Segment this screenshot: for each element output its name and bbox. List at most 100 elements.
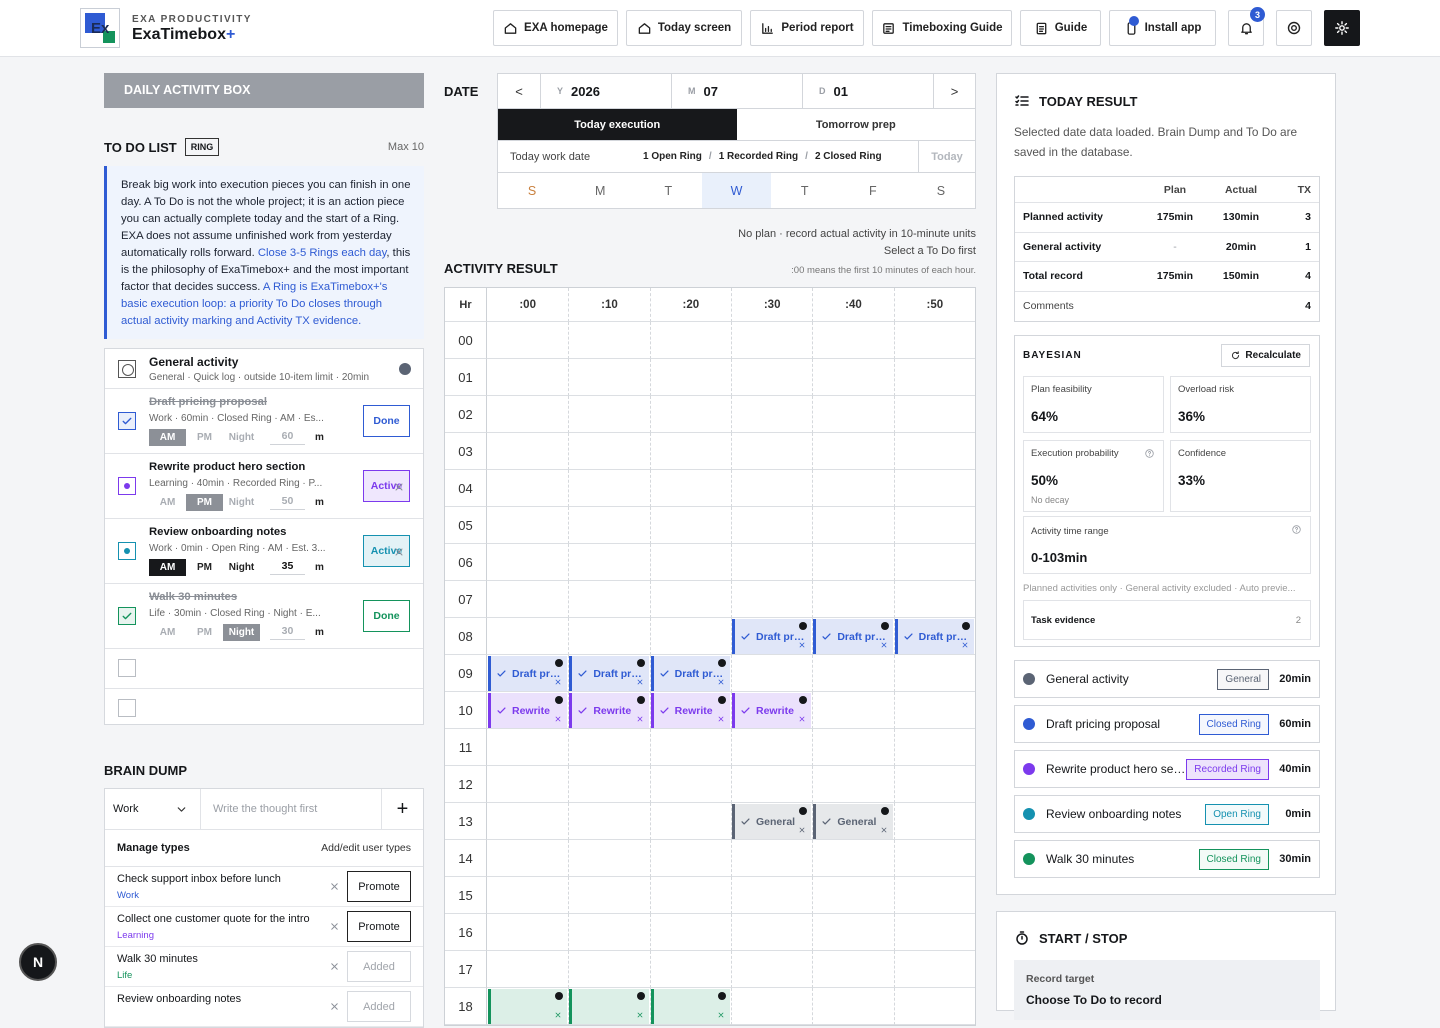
- grid-cell[interactable]: [812, 618, 894, 655]
- grid-cell[interactable]: [568, 433, 650, 470]
- floating-button[interactable]: N: [19, 943, 57, 981]
- grid-cell[interactable]: [731, 618, 813, 655]
- grid-cell[interactable]: [731, 840, 813, 877]
- grid-cell[interactable]: [812, 433, 894, 470]
- grid-cell[interactable]: [568, 877, 650, 914]
- todo-checkbox[interactable]: [118, 699, 136, 717]
- grid-cell[interactable]: [812, 803, 894, 840]
- activity-block[interactable]: Rewrite: [569, 693, 649, 728]
- grid-cell[interactable]: [487, 433, 569, 470]
- grid-cell[interactable]: [893, 470, 975, 507]
- grid-cell[interactable]: [487, 470, 569, 507]
- grid-cell[interactable]: [568, 581, 650, 618]
- nav-button[interactable]: EXA homepage: [493, 10, 618, 46]
- grid-cell[interactable]: [812, 692, 894, 729]
- grid-cell[interactable]: [487, 840, 569, 877]
- grid-cell[interactable]: [731, 544, 813, 581]
- recalculate-button[interactable]: Recalculate: [1221, 344, 1310, 367]
- grid-cell[interactable]: [731, 951, 813, 988]
- grid-cell[interactable]: [812, 877, 894, 914]
- status-button[interactable]: Active: [363, 535, 410, 567]
- grid-cell[interactable]: [893, 581, 975, 618]
- grid-cell[interactable]: [568, 396, 650, 433]
- grid-cell[interactable]: [893, 507, 975, 544]
- grid-cell[interactable]: [893, 692, 975, 729]
- grid-cell[interactable]: [487, 877, 569, 914]
- slot-option[interactable]: Night: [228, 432, 255, 443]
- tab[interactable]: Tomorrow prep: [815, 118, 896, 131]
- activity-block[interactable]: Draft pricing proposal: [732, 619, 812, 654]
- grid-cell[interactable]: [812, 470, 894, 507]
- remove-button[interactable]: [393, 480, 405, 492]
- manage-types-link[interactable]: Add/edit user types: [321, 842, 411, 854]
- grid-cell[interactable]: [568, 507, 650, 544]
- weekday[interactable]: S: [527, 183, 537, 198]
- activity-block[interactable]: Rewrite: [650, 693, 730, 728]
- thought-input[interactable]: Write the thought first: [201, 789, 381, 829]
- grid-cell[interactable]: [649, 914, 731, 951]
- slot-option[interactable]: Night: [223, 624, 260, 641]
- slot-option[interactable]: PM: [197, 627, 212, 638]
- grid-cell[interactable]: [649, 433, 731, 470]
- activity-block[interactable]: Rewrite: [732, 693, 812, 728]
- type-select[interactable]: Work: [105, 789, 201, 829]
- grid-cell[interactable]: [893, 396, 975, 433]
- grid-cell[interactable]: [731, 433, 813, 470]
- todo-checkbox[interactable]: [118, 659, 136, 677]
- activity-block[interactable]: General: [813, 804, 893, 839]
- remove-button[interactable]: [393, 545, 405, 557]
- status-button[interactable]: Done: [363, 600, 410, 632]
- grid-cell[interactable]: [812, 396, 894, 433]
- nav-button[interactable]: Period report: [750, 10, 864, 46]
- grid-cell[interactable]: [893, 322, 975, 359]
- summary-item[interactable]: Rewrite product hero section Recorded Rin…: [1014, 750, 1320, 788]
- today-button[interactable]: Today: [918, 141, 975, 172]
- grid-cell[interactable]: [893, 914, 975, 951]
- grid-cell[interactable]: [487, 396, 569, 433]
- grid-cell[interactable]: [568, 618, 650, 655]
- grid-cell[interactable]: [812, 988, 894, 1025]
- grid-cell[interactable]: [649, 544, 731, 581]
- weekday[interactable]: T: [800, 183, 809, 198]
- summary-item[interactable]: Review onboarding notes Open Ring 0min: [1014, 795, 1320, 833]
- grid-cell[interactable]: [649, 618, 731, 655]
- grid-cell[interactable]: [731, 988, 813, 1025]
- tab[interactable]: Today execution: [498, 109, 737, 140]
- status-button[interactable]: Active: [363, 470, 410, 502]
- grid-cell[interactable]: [731, 877, 813, 914]
- grid-cell[interactable]: [731, 729, 813, 766]
- grid-cell[interactable]: [812, 581, 894, 618]
- grid-cell[interactable]: [893, 359, 975, 396]
- grid-cell[interactable]: [731, 803, 813, 840]
- grid-cell[interactable]: [893, 544, 975, 581]
- general-box[interactable]: [118, 360, 136, 378]
- grid-cell[interactable]: [731, 470, 813, 507]
- grid-cell[interactable]: [812, 766, 894, 803]
- grid-cell[interactable]: [812, 655, 894, 692]
- grid-cell[interactable]: [812, 359, 894, 396]
- grid-cell[interactable]: [649, 581, 731, 618]
- grid-cell[interactable]: [893, 840, 975, 877]
- slot-option[interactable]: Night: [228, 497, 255, 508]
- activity-block[interactable]: Draft pricing proposal: [894, 619, 974, 654]
- grid-cell[interactable]: [812, 507, 894, 544]
- weekday[interactable]: M: [595, 183, 606, 198]
- grid-cell[interactable]: [568, 470, 650, 507]
- slot-option[interactable]: AM: [159, 497, 176, 508]
- support-button[interactable]: [1276, 10, 1312, 46]
- notification-button[interactable]: 3: [1228, 7, 1265, 46]
- grid-cell[interactable]: [893, 433, 975, 470]
- grid-cell[interactable]: [812, 322, 894, 359]
- grid-cell[interactable]: [568, 359, 650, 396]
- slot-option[interactable]: Night: [228, 562, 255, 573]
- grid-cell[interactable]: [568, 322, 650, 359]
- settings-button[interactable]: [1324, 10, 1360, 46]
- grid-cell[interactable]: [649, 655, 731, 692]
- prev-button[interactable]: <: [515, 83, 523, 99]
- slot-option[interactable]: AM: [149, 429, 186, 446]
- nav-button[interactable]: Guide: [1020, 10, 1101, 46]
- grid-cell[interactable]: [649, 322, 731, 359]
- grid-cell[interactable]: [893, 655, 975, 692]
- activity-block[interactable]: [650, 989, 730, 1024]
- todo-checkbox[interactable]: [118, 607, 136, 625]
